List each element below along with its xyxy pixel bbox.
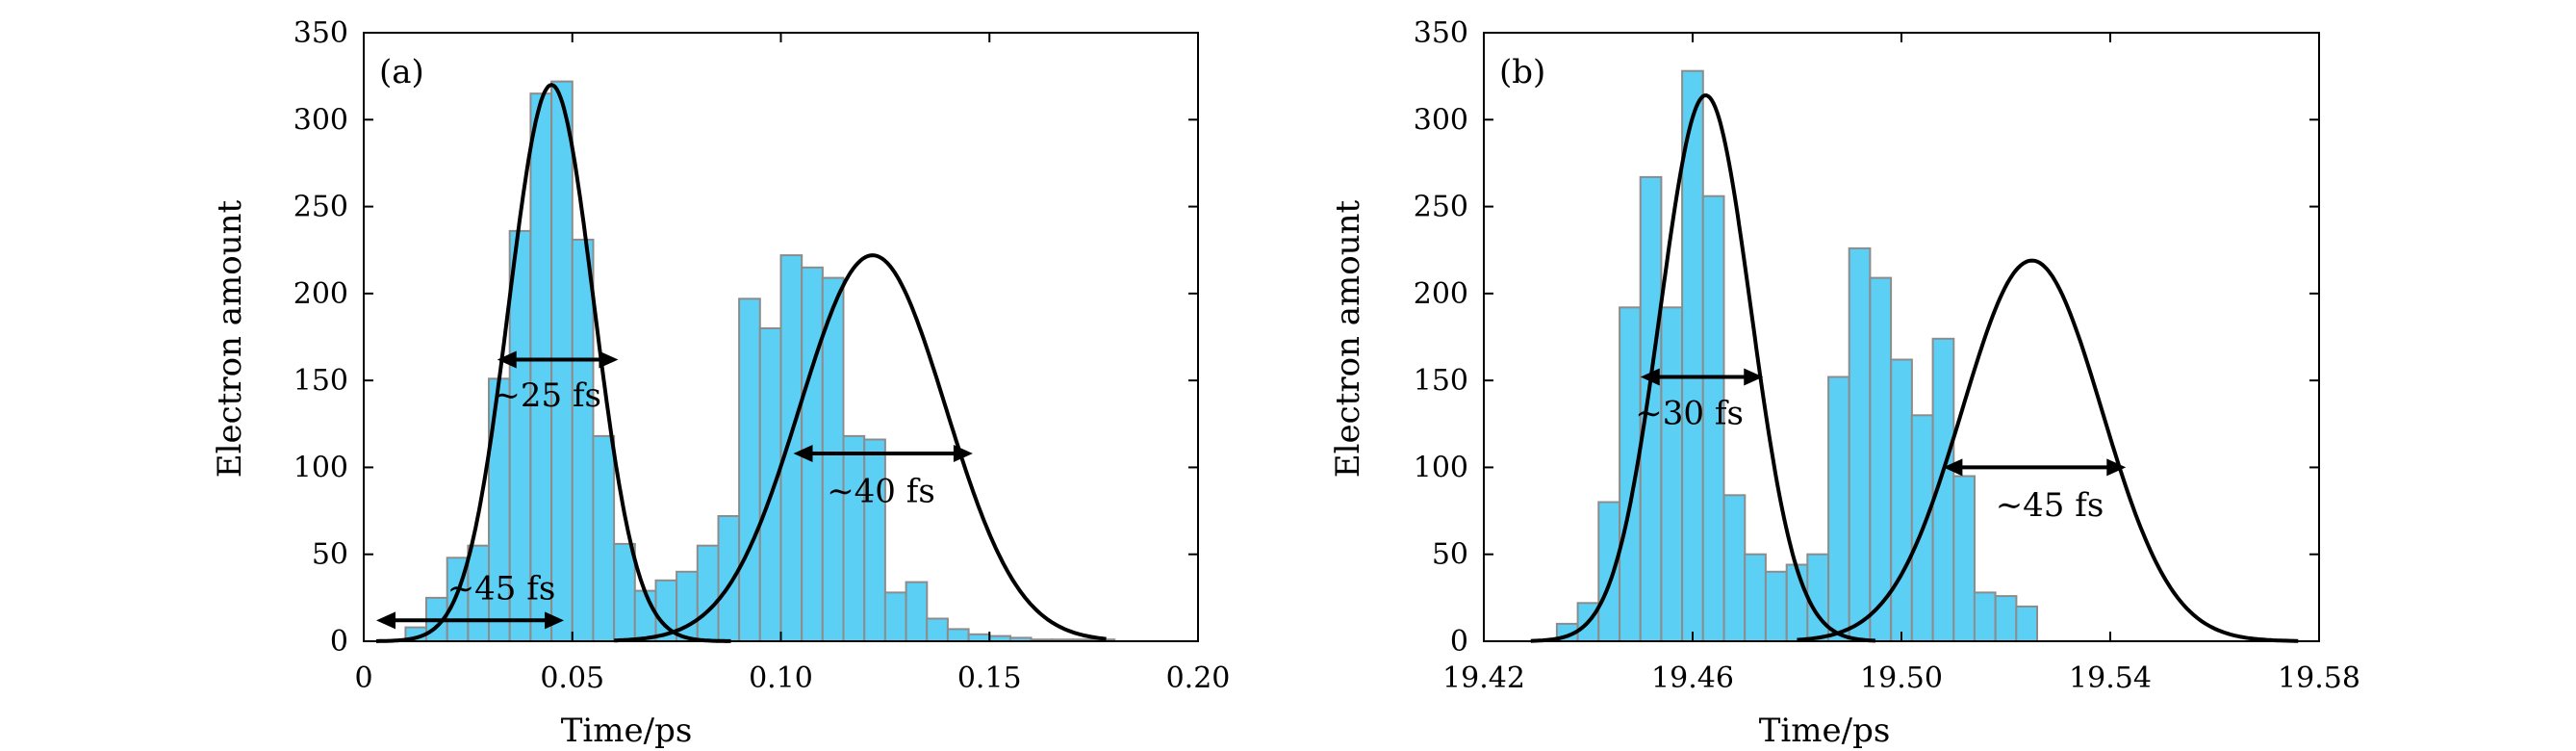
x-tick-label: 19.58 [2278, 661, 2360, 695]
panel-a: Electron amount Time/ps ∼25 fs ∼40 fs ∼45 … [211, 16, 1230, 750]
plot-frame-a [363, 32, 1199, 642]
x-tick-label: 19.50 [1860, 661, 1943, 695]
width-annotation-label: ∼25 fs [493, 376, 601, 415]
arrowhead-left [1943, 458, 1963, 477]
histogram-bar [1597, 501, 1621, 642]
y-tick-label: 250 [1414, 191, 1468, 224]
y-tick-label: 100 [1414, 451, 1468, 484]
histogram-bar [1806, 553, 1830, 643]
histogram-bar [1785, 563, 1809, 642]
arrowhead-right [1744, 368, 1764, 386]
histogram-bar [779, 254, 803, 642]
histogram-bar [926, 617, 949, 642]
y-tick-label: 0 [330, 625, 348, 659]
histogram-bar [633, 589, 657, 642]
y-axis-label: Electron amount [211, 199, 249, 478]
y-tick-label: 150 [1414, 364, 1468, 398]
histogram-bar [1890, 358, 1913, 642]
arrowhead-left [376, 611, 396, 630]
y-tick-label: 200 [293, 277, 348, 311]
histogram-bar [1952, 475, 1977, 642]
histogram-bar [529, 92, 553, 642]
histogram-bar [863, 438, 886, 642]
y-tick-label: 300 [1414, 103, 1468, 137]
x-tick-label: 0.15 [957, 661, 1022, 695]
arrowhead-left [497, 350, 517, 369]
histogram-bar [967, 633, 991, 642]
arrowhead-right [545, 611, 565, 630]
histogram-bar [1764, 570, 1788, 642]
x-tick-label: 19.54 [2069, 661, 2152, 695]
histogram-bar [613, 542, 636, 643]
width-annotation-label: ∼30 fs [1635, 394, 1744, 432]
y-tick-label: 50 [312, 538, 348, 572]
x-tick-label: 0.05 [540, 661, 604, 695]
arrowhead-right [2106, 458, 2127, 477]
y-tick-label: 0 [1450, 625, 1468, 659]
histogram-bar [1869, 276, 1893, 642]
y-tick-label: 150 [293, 364, 348, 398]
arrowhead-left [1640, 368, 1660, 386]
histogram-bar [696, 544, 720, 643]
panel-label-a: (a) [379, 53, 424, 91]
panel-b: Electron amount Time/ps ∼30 fs ∼45 fs 19.… [1329, 16, 2360, 750]
x-axis-label: Time/ps [1759, 712, 1891, 750]
y-tick-label: 300 [293, 103, 348, 137]
histogram-bar [1660, 306, 1684, 642]
annotations-a: ∼25 fs ∼40 fs ∼45 fs [376, 350, 973, 630]
width-annotation-label: ∼40 fs [827, 473, 935, 511]
gaussian-fit-curve [614, 253, 1107, 643]
histogram-bar [842, 434, 866, 642]
histogram-bar [717, 515, 741, 642]
histogram-bar [1827, 376, 1850, 642]
annotations-b: ∼30 fs ∼45 fs [1635, 368, 2127, 525]
histogram-bar [571, 238, 595, 642]
x-tick-label: 0 [354, 661, 372, 695]
histogram-bar [883, 591, 907, 643]
y-tick-label: 50 [1432, 538, 1468, 572]
x-tick-label: 19.46 [1651, 661, 1734, 695]
arrowhead-right [953, 444, 973, 462]
x-tick-label: 0.10 [749, 661, 813, 695]
x-tick-label: 19.42 [1442, 661, 1525, 695]
y-tick-label: 200 [1414, 277, 1468, 311]
y-tick-label: 350 [1414, 16, 1468, 50]
bars-b [1555, 69, 2039, 643]
fits-a [376, 83, 1107, 643]
arrowhead-right [599, 350, 619, 369]
arrowhead-left [793, 444, 813, 462]
panel-label-b: (b) [1499, 53, 1545, 91]
histogram-bar [2015, 605, 2039, 643]
gaussian-fit-curve [1797, 258, 2299, 643]
y-tick-label: 250 [293, 191, 348, 224]
width-annotation-label: ∼45 fs [447, 570, 556, 609]
histogram-bar [1848, 246, 1872, 642]
histogram-bar [1744, 553, 1767, 643]
histogram-bar [1994, 595, 2018, 642]
plot-frame-b [1483, 32, 2320, 642]
histogram-bar [758, 327, 782, 642]
histogram-bar [592, 434, 616, 642]
ticks-b: 19.42 19.46 19.50 19.54 19.58 0 50 100 150 200 250… [1414, 16, 2360, 695]
histogram-bar [905, 581, 929, 642]
x-tick-label: 0.20 [1166, 661, 1231, 695]
histogram-bar [1973, 591, 1997, 643]
histogram-bar [738, 298, 761, 642]
y-tick-label: 100 [293, 451, 348, 484]
x-axis-label: Time/ps [561, 712, 693, 750]
y-axis-label: Electron amount [1329, 199, 1367, 478]
gaussian-fit-curve [1530, 93, 1876, 643]
y-tick-label: 350 [293, 16, 348, 50]
histogram-bar [946, 628, 970, 643]
fits-b [1530, 93, 2299, 643]
histogram-bar [1722, 494, 1747, 642]
width-annotation-label: ∼45 fs [1996, 486, 2104, 525]
